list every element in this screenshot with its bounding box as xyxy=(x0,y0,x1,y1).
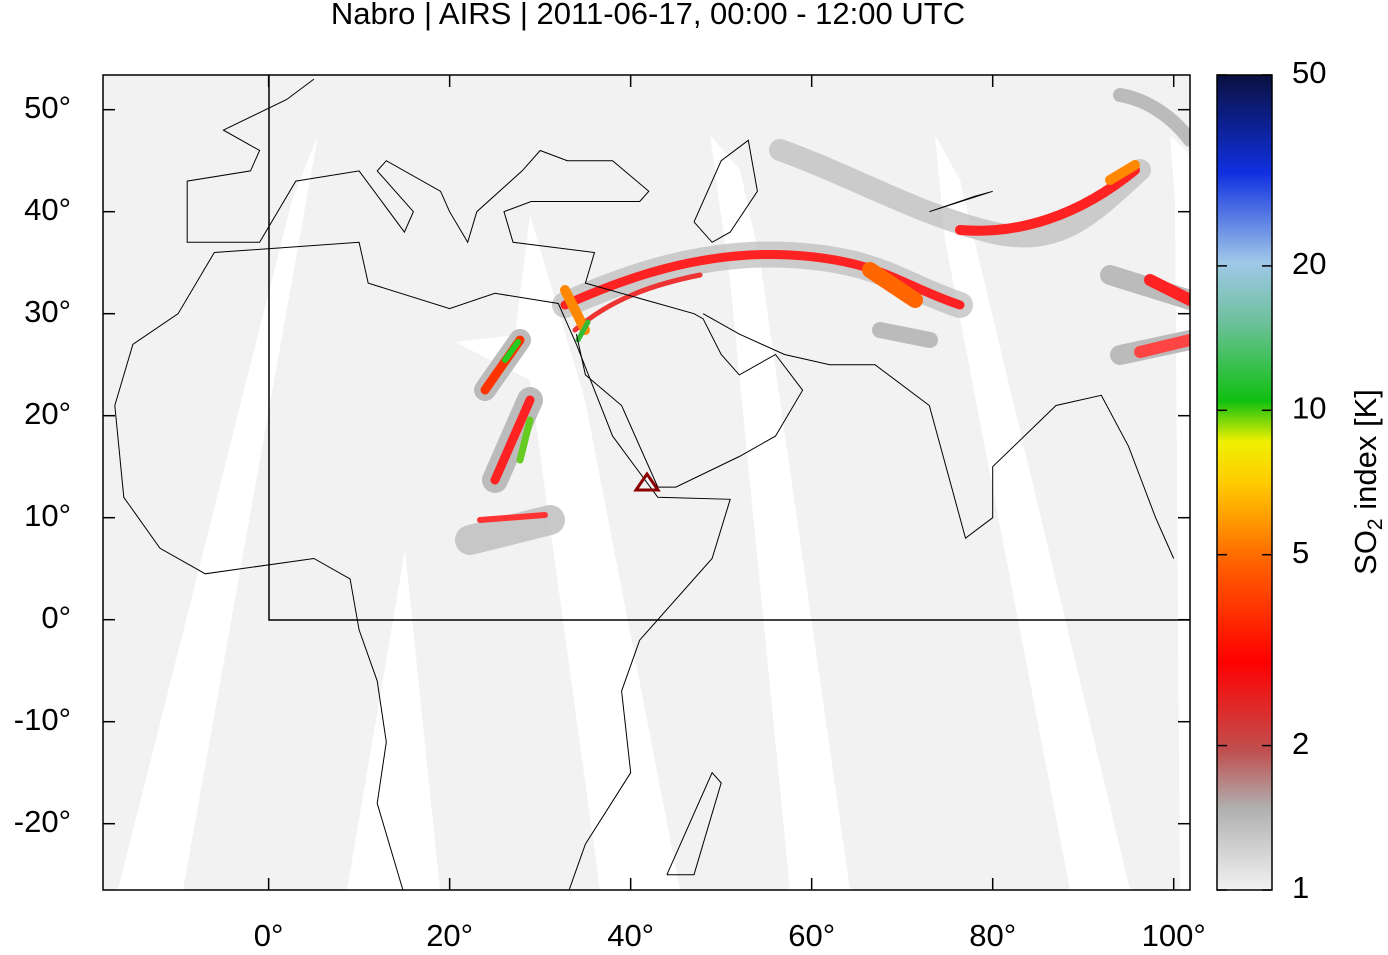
coastline xyxy=(693,139,758,243)
colorbar-tick-label: 10 xyxy=(1292,390,1326,425)
swath-gaps xyxy=(118,135,1190,890)
volcano-marker xyxy=(633,471,661,492)
y-tick-label: 40° xyxy=(24,192,71,227)
x-tick-label: 20° xyxy=(426,918,473,950)
colorbar-tick-label: 50 xyxy=(1292,55,1326,90)
colorbar-tick-label: 20 xyxy=(1292,246,1326,281)
y-tick-label: 20° xyxy=(24,396,71,431)
so2-plumes xyxy=(455,88,1190,555)
chart-title: Nabro | AIRS | 2011-06-17, 00:00 - 12:00… xyxy=(331,0,965,31)
y-tick-label: 10° xyxy=(24,498,71,533)
region-box xyxy=(268,75,1190,621)
y-tick-label: 30° xyxy=(24,294,71,329)
coastline xyxy=(929,190,993,213)
y-tick-label: -10° xyxy=(14,702,71,737)
x-tick-label: 0° xyxy=(254,918,284,950)
y-tick-label: 0° xyxy=(41,600,71,635)
x-tick-label: 100° xyxy=(1142,918,1206,950)
coastlines xyxy=(114,78,1175,890)
colorbar-tick-label: 1 xyxy=(1292,870,1309,905)
coastline xyxy=(186,78,804,488)
colorbar-tick-label: 5 xyxy=(1292,535,1309,570)
x-tick-label: 60° xyxy=(788,918,835,950)
coastline xyxy=(114,405,404,890)
x-tick-label: 80° xyxy=(969,918,1016,950)
coastline xyxy=(702,313,1175,559)
coastline xyxy=(666,771,722,876)
plot-frame xyxy=(102,74,1191,891)
x-tick-label: 40° xyxy=(607,918,654,950)
map-area xyxy=(103,75,1190,890)
colorbar xyxy=(1216,74,1273,891)
coastline xyxy=(114,241,731,890)
colorbar-tick-label: 2 xyxy=(1292,726,1309,761)
colorbar-label: SO2 index [K] xyxy=(1348,389,1386,575)
y-tick-label: 50° xyxy=(24,90,71,125)
y-tick-label: -20° xyxy=(14,804,71,839)
